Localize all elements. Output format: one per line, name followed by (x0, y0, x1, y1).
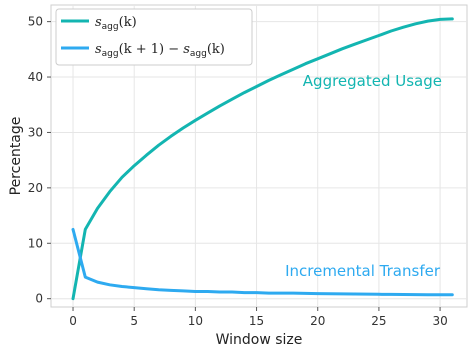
x-tick-label: 0 (69, 314, 77, 328)
legend-inc-suffix2: (k) (207, 42, 225, 57)
legend-box (55, 8, 253, 66)
legend-inc-sub2: agg (190, 49, 207, 59)
series-line-incremental-transfer (71, 227, 454, 297)
annotation-aggregated-usage: Aggregated Usage (303, 72, 442, 90)
x-tick-label: 10 (188, 314, 203, 328)
legend-s-agg-suffix: (k) (119, 15, 137, 30)
legend-s-agg-sub: agg (102, 22, 119, 32)
x-tick-label: 5 (130, 314, 138, 328)
x-tick-label: 20 (310, 314, 325, 328)
y-tick-label: 30 (28, 125, 43, 139)
series-line-aggregated-usage (71, 17, 454, 301)
legend-inc-suffix: (k + 1) − (119, 42, 184, 57)
y-tick-label: 40 (28, 70, 43, 84)
y-tick-label: 10 (28, 236, 43, 250)
x-tick-label: 30 (432, 314, 447, 328)
x-tick-label: 15 (249, 314, 264, 328)
y-tick-label: 50 (28, 15, 43, 29)
x-tick-label: 25 (371, 314, 386, 328)
y-tick-label: 0 (35, 292, 43, 306)
x-axis-title: Window size (216, 332, 303, 348)
y-tick-label: 20 (28, 181, 43, 195)
legend-inc-prefix2: s (183, 42, 190, 57)
legend-label-incremental: sagg(k + 1) − sagg(k) (95, 42, 225, 59)
legend: sagg(k) sagg(k + 1) − sagg(k) (55, 8, 253, 66)
legend-inc-prefix: s (95, 42, 102, 57)
legend-s-agg-prefix: s (95, 15, 102, 30)
y-axis-ticks: 0 10 20 30 40 50 (28, 15, 51, 306)
legend-inc-sub: agg (102, 49, 119, 59)
annotation-incremental-transfer: Incremental Transfer (285, 262, 441, 280)
series-layer (71, 17, 454, 301)
x-axis-ticks: 0 5 10 15 20 25 30 (69, 307, 448, 328)
y-axis-title: Percentage (8, 117, 24, 196)
legend-label-s-agg: sagg(k) (95, 15, 137, 32)
